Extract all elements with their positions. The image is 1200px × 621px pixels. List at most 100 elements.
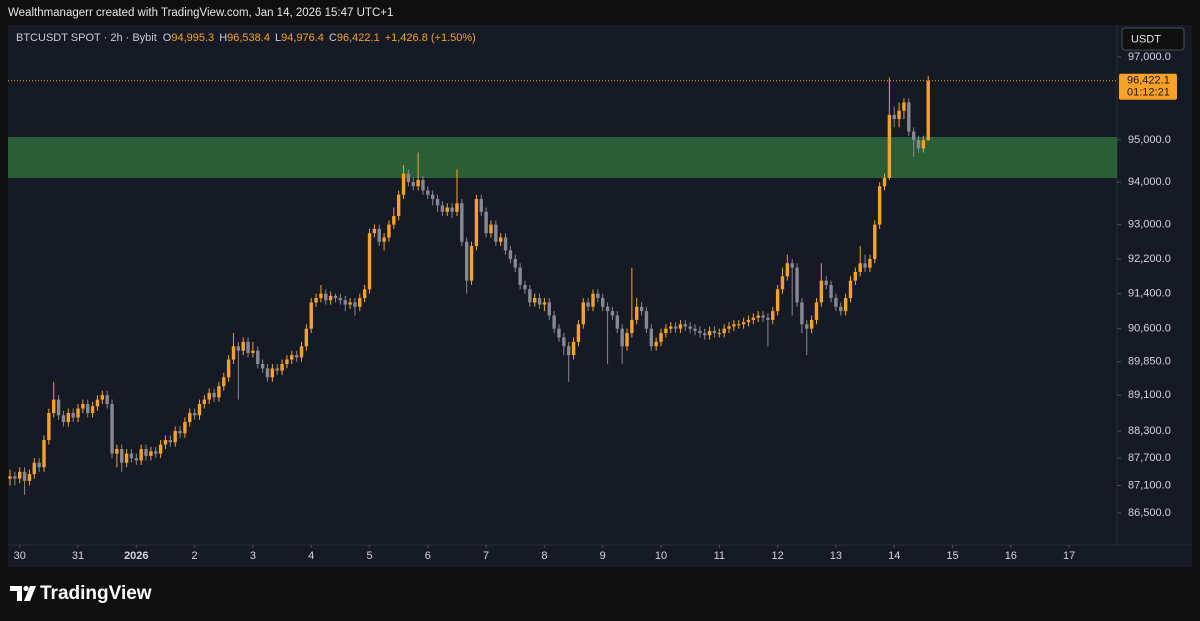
candle-body	[703, 333, 707, 336]
candle-body	[882, 177, 887, 187]
candle-body	[285, 359, 289, 364]
candle-body	[678, 324, 683, 329]
candle-body	[795, 267, 799, 303]
candle-body	[644, 311, 649, 329]
candle-body	[450, 207, 454, 212]
candle-body	[290, 355, 294, 360]
candle-body	[309, 302, 313, 329]
x-tick-label: 12	[771, 550, 783, 562]
candle-body	[90, 406, 95, 414]
candle-body	[188, 413, 192, 423]
candle-body	[805, 324, 809, 329]
candle-body	[110, 404, 114, 454]
candle-body	[149, 451, 153, 456]
x-tick-label: 13	[830, 550, 842, 562]
candle-body	[484, 211, 488, 234]
candle-body	[479, 199, 483, 212]
candle-body	[469, 246, 474, 281]
candle-body	[445, 207, 449, 212]
logo-mark	[10, 586, 22, 601]
candle-body	[717, 333, 722, 335]
candle-body	[207, 392, 211, 400]
candle-body	[421, 179, 425, 191]
candle-body	[877, 186, 882, 225]
candle-body	[183, 422, 187, 434]
candle-body	[173, 431, 177, 443]
candle-body	[683, 324, 688, 327]
chart-panel	[8, 25, 1192, 567]
candle-body	[401, 173, 406, 195]
candle-body	[868, 258, 872, 268]
candle-body	[712, 330, 717, 334]
candle-body	[809, 319, 814, 329]
candle-body	[52, 399, 56, 414]
candle-body	[95, 399, 100, 407]
legend-value: 96,422.1	[337, 32, 380, 44]
brand: TradingView	[40, 583, 152, 604]
x-tick-label: 6	[425, 550, 431, 562]
candle-body	[596, 293, 600, 299]
candle-body	[669, 326, 673, 329]
candle-body	[115, 449, 119, 454]
candle-body	[625, 333, 629, 347]
candle-body	[863, 263, 867, 268]
candle-body	[547, 302, 551, 316]
candle-body	[552, 315, 556, 329]
y-tick-label: 87,700.0	[1128, 452, 1171, 464]
x-tick-label: 5	[366, 550, 372, 562]
candle-body	[464, 241, 469, 281]
x-tick-label: 16	[1005, 550, 1017, 562]
candle-body	[537, 298, 542, 305]
candle-body	[727, 326, 731, 329]
candle-body	[348, 302, 352, 305]
y-tick-label: 88,300.0	[1128, 425, 1171, 437]
logo-mark	[23, 585, 29, 592]
legend-value: 94,976.4	[281, 32, 324, 44]
candle-body	[154, 451, 158, 454]
candle-body	[746, 319, 751, 323]
candle-body	[56, 399, 61, 416]
x-tick-label: 8	[541, 550, 547, 562]
candle-body	[562, 337, 566, 347]
candle-body	[513, 258, 517, 268]
caption: Wealthmanagerr created with TradingView.…	[8, 7, 393, 19]
candle-body	[460, 203, 464, 242]
candle-body	[314, 298, 318, 303]
candle-body	[217, 386, 221, 398]
candle-body	[664, 328, 668, 334]
candle-body	[639, 306, 644, 312]
y-tick-label: 86,500.0	[1128, 507, 1171, 519]
candle-layer	[8, 75, 930, 495]
x-tick-label: 2	[192, 550, 198, 562]
candle-body	[498, 237, 503, 242]
candle-body	[392, 216, 396, 225]
y-tick-label: 95,000.0	[1128, 134, 1171, 146]
candle-body	[926, 80, 930, 141]
candle-body	[620, 328, 624, 347]
x-tick-label: 4	[308, 550, 314, 562]
candle-body	[489, 224, 493, 234]
x-tick-label: 11	[714, 550, 725, 562]
candle-body	[601, 298, 605, 307]
candle-body	[635, 306, 639, 320]
candle-body	[47, 413, 51, 441]
candle-body	[829, 284, 833, 299]
candle-body	[304, 328, 309, 347]
candle-body	[824, 280, 828, 285]
candle-body	[615, 315, 619, 329]
candle-body	[246, 341, 250, 353]
candle-body	[737, 324, 741, 326]
candle-body	[785, 263, 790, 277]
candle-body	[71, 413, 75, 418]
candle-body	[338, 298, 343, 301]
y-tick-label: 92,200.0	[1128, 253, 1171, 265]
candle-body	[591, 293, 595, 307]
symbol: BTCUSDT SPOT · 2h · Bybit	[16, 32, 157, 44]
candle-body	[158, 444, 163, 454]
axis-layer: 97,000.0 95,000.0 94,000.0 93,000.0 92,200.0…	[8, 51, 1177, 562]
candle-body	[814, 302, 819, 320]
candle-body	[518, 267, 522, 285]
candle-body	[707, 330, 712, 336]
countdown: 01:12:21	[1127, 87, 1170, 99]
candle-body	[897, 110, 901, 120]
